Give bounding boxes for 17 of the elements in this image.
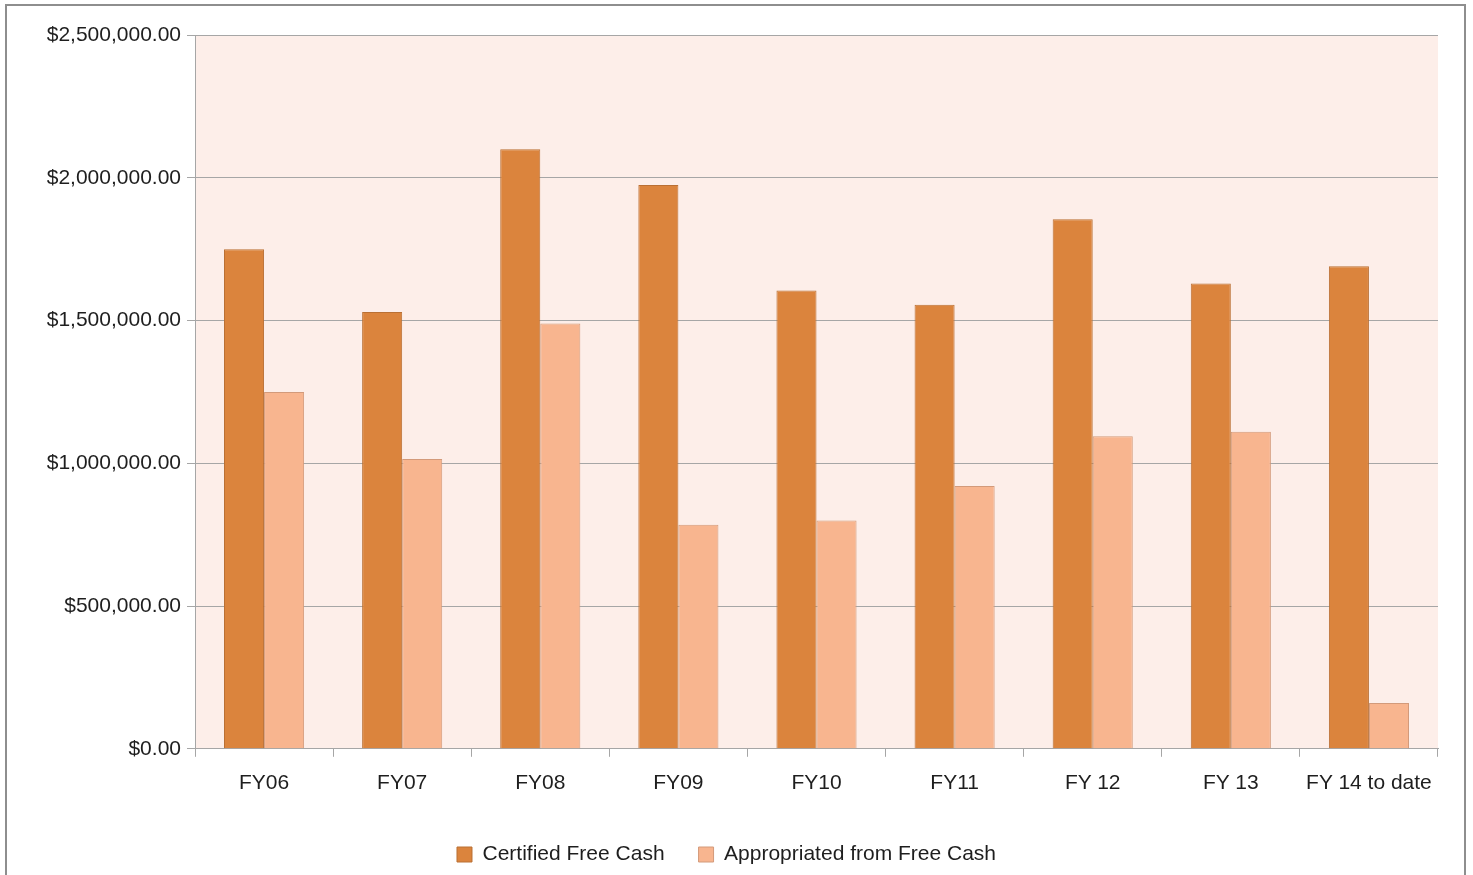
- x-tick-label: FY10: [791, 770, 842, 794]
- y-tick-label: $1,500,000.00: [46, 307, 181, 331]
- y-tick-label: $500,000.00: [64, 592, 181, 616]
- x-tick-label: FY11: [930, 770, 979, 794]
- legend-label: Certified Free Cash: [482, 841, 665, 865]
- x-tick-label: FY 14 to date: [1306, 770, 1432, 794]
- x-tick-label: FY08: [515, 770, 566, 794]
- y-tick-label: $1,000,000.00: [46, 450, 181, 474]
- x-tick-label: FY 12: [1064, 770, 1121, 794]
- x-tick-label: FY06: [238, 770, 290, 794]
- y-tick-label: $2,000,000.00: [46, 164, 181, 188]
- legend-label: Appropriated from Free Cash: [724, 841, 997, 865]
- y-tick-label: $2,500,000.00: [46, 21, 181, 45]
- x-tick-label: FY 13: [1203, 770, 1259, 794]
- x-tick-label: FY07: [377, 770, 428, 794]
- y-tick-label: $0.00: [128, 735, 181, 759]
- x-tick-label: FY09: [653, 770, 704, 794]
